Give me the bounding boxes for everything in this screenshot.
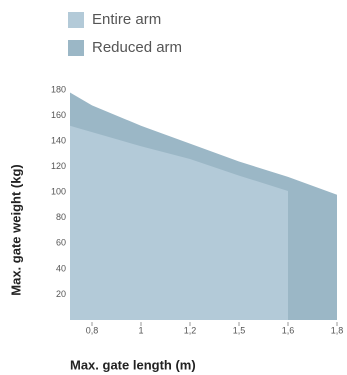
area <box>70 125 288 321</box>
legend-swatch <box>68 40 84 56</box>
x-tick-label: 1,2 <box>184 325 197 335</box>
x-tick-label: 1 <box>138 325 143 335</box>
y-tick-label: 80 <box>56 212 66 222</box>
y-tick-label: 20 <box>56 289 66 299</box>
legend-label: Reduced arm <box>92 39 182 56</box>
y-tick-label: 180 <box>51 84 66 94</box>
y-tick-label: 60 <box>56 238 66 248</box>
y-axis-title: Max. gate weight (kg) <box>8 164 23 295</box>
x-tick-label: 1,6 <box>282 325 295 335</box>
y-tick-label: 160 <box>51 110 66 120</box>
x-tick-label: 1,8 <box>331 325 344 335</box>
x-tick-label: 1,5 <box>233 325 246 335</box>
y-tick-label: 40 <box>56 263 66 273</box>
x-axis-title: Max. gate length (m) <box>70 357 196 372</box>
x-tick-label: 0,8 <box>86 325 99 335</box>
y-tick-label: 100 <box>51 187 66 197</box>
legend-swatch <box>68 12 84 28</box>
y-tick-label: 140 <box>51 135 66 145</box>
legend-label: Entire arm <box>92 11 161 28</box>
y-tick-label: 120 <box>51 161 66 171</box>
